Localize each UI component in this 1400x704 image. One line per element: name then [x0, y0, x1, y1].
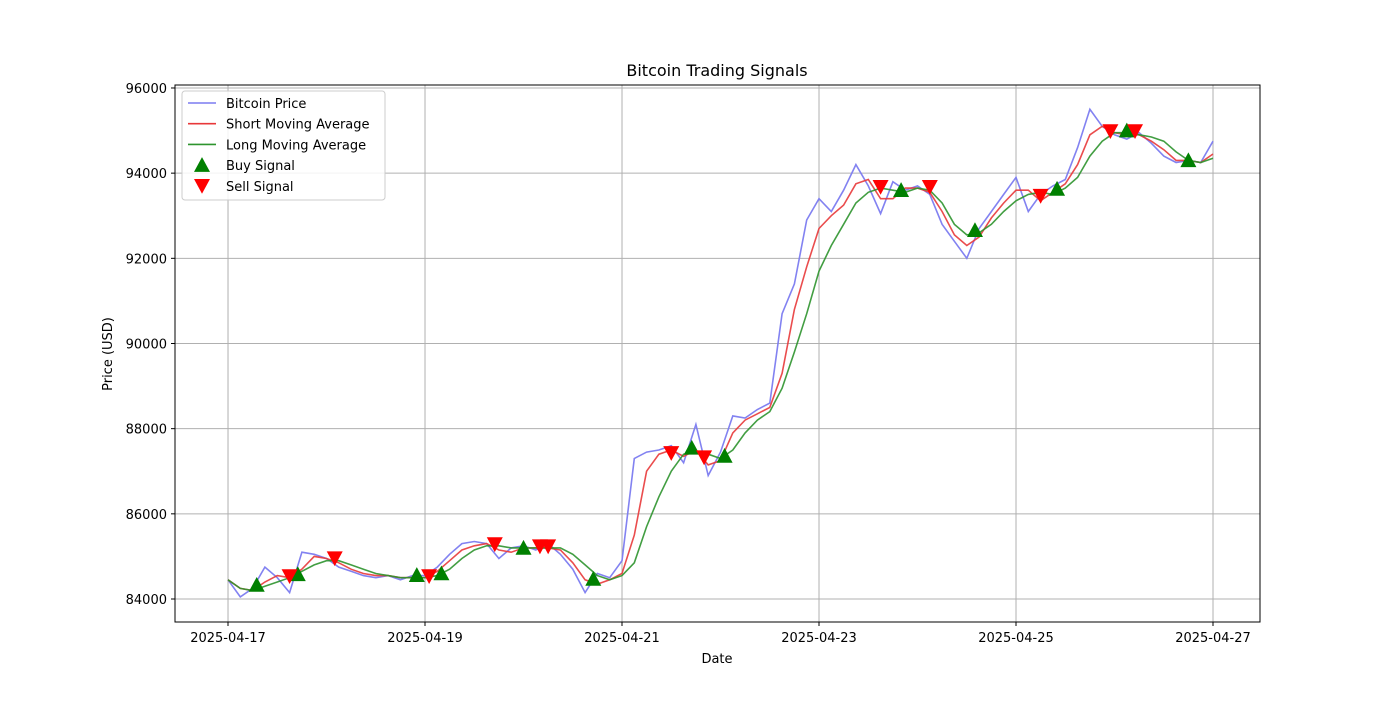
buy-signal-marker	[408, 567, 425, 582]
buy-signal-marker	[248, 576, 265, 592]
y-tick-label: 94000	[126, 167, 167, 182]
buy-signal-marker	[683, 439, 700, 455]
buy-signal-marker	[716, 447, 733, 463]
buy-signal-marker	[1049, 180, 1066, 196]
x-tick-label: 2025-04-23	[781, 631, 857, 646]
y-tick-label: 86000	[126, 508, 167, 523]
y-tick-label: 88000	[126, 423, 167, 438]
sell-signal-marker	[663, 446, 680, 461]
legend: Bitcoin Price Short Moving Average Long Mo…	[181, 90, 386, 201]
chart-title: Bitcoin Trading Signals	[626, 61, 807, 80]
sell-signal-marker	[421, 569, 438, 585]
x-tick-label: 2025-04-25	[978, 631, 1054, 646]
y-axis-label: Price (USD)	[101, 317, 116, 391]
y-tick-label: 96000	[126, 82, 167, 97]
sell-signal-marker	[872, 179, 889, 195]
buy-signal-marker	[966, 222, 983, 238]
legend-swatch	[194, 179, 210, 194]
sell-signal-marker	[540, 539, 557, 555]
y-tick-label: 90000	[126, 337, 167, 352]
y-tick-label: 92000	[126, 252, 167, 267]
legend-box	[181, 90, 386, 201]
y-tick-label: 84000	[126, 593, 167, 608]
buy-signal-marker	[289, 566, 306, 582]
x-axis-label: Date	[701, 652, 732, 667]
x-tick-label: 2025-04-19	[387, 631, 463, 646]
plot-frame	[174, 84, 1261, 623]
legend-label: Bitcoin Price	[226, 97, 306, 112]
buy-signal-marker	[433, 565, 450, 581]
legend-label: Short Moving Average	[226, 118, 370, 133]
buy-signal-marker	[1180, 152, 1197, 168]
x-axis: 2025-04-17 2025-04-19 2025-04-21 2025-04-23…	[190, 622, 1251, 646]
legend-label: Long Moving Average	[226, 138, 366, 153]
y-axis: 84000 86000 88000 90000 92000 94000 96000	[126, 82, 175, 608]
x-tick-label: 2025-04-21	[584, 631, 660, 646]
legend-swatch	[194, 157, 210, 172]
sell-signal-marker	[1127, 124, 1144, 139]
x-tick-label: 2025-04-17	[190, 631, 266, 646]
sell-signal-marker	[486, 537, 503, 553]
sell-signal-marker	[696, 450, 713, 466]
x-tick-label: 2025-04-27	[1175, 631, 1251, 646]
signal-markers	[248, 122, 1197, 592]
buy-signal-marker	[1118, 122, 1135, 138]
sell-signal-marker	[1102, 124, 1119, 139]
sell-signal-marker	[281, 569, 298, 585]
buy-signal-marker	[893, 182, 910, 197]
sell-signal-marker	[1032, 188, 1049, 204]
legend-label: Sell Signal	[226, 180, 294, 195]
buy-signal-marker	[515, 539, 532, 555]
grid	[175, 85, 1260, 622]
buy-signal-marker	[585, 570, 602, 586]
sell-signal-marker	[326, 551, 343, 567]
sell-signal-marker	[921, 179, 938, 195]
legend-label: Buy Signal	[226, 159, 295, 174]
